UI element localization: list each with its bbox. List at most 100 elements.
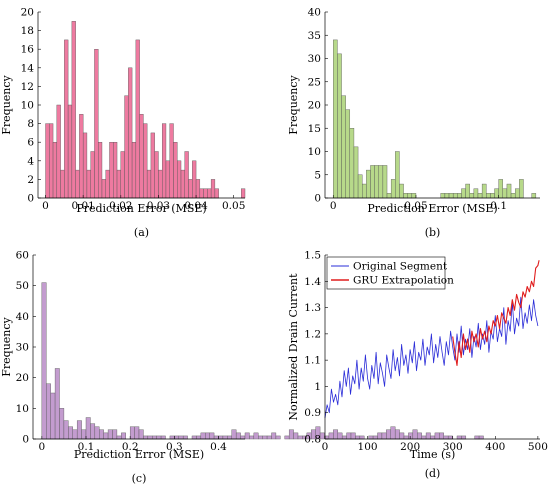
histogram-bar [395, 151, 400, 199]
histogram-bar [90, 151, 95, 199]
x-tick-label: 0.01 [71, 200, 94, 212]
histogram-bar [121, 432, 126, 440]
y-tick-label: 18 [21, 25, 34, 37]
histogram-bar [67, 104, 73, 199]
histogram-bar [444, 193, 450, 199]
histogram-bar [41, 282, 47, 440]
y-tick-label: 6 [27, 137, 34, 149]
histogram-bar [116, 169, 121, 199]
histogram-bar [135, 39, 140, 199]
x-tick-label: 0 [322, 441, 329, 453]
histogram-bar [288, 429, 294, 440]
histogram-bar [129, 426, 135, 440]
histogram-bar [143, 435, 149, 440]
histogram-bar [386, 193, 392, 199]
histogram-bar [447, 435, 453, 440]
x-axis-label: Prediction Error (MSE) [367, 202, 497, 215]
legend: Original Segment GRU Extrapolation [326, 256, 454, 290]
y-tick-label: 10 [308, 146, 321, 158]
histogram-bar [394, 429, 400, 440]
histogram-bar [235, 432, 241, 440]
histogram-bar [227, 435, 232, 440]
subfigure-label: (c) [132, 472, 147, 485]
histogram-bar [378, 165, 384, 199]
histogram-bar [182, 435, 188, 440]
histogram-bar [478, 435, 484, 440]
chart-a: 0 0.01 0.02 0.03 0.04 0.05 0 2 4 6 8 10 12 14 16 18 20 Pr… [0, 7, 245, 240]
histogram-bar [72, 429, 78, 440]
y-tick-label: 0 [314, 193, 321, 205]
histogram-bar [275, 435, 281, 440]
histogram-bar [90, 423, 96, 440]
histogram-bar [244, 432, 250, 440]
histogram-bar [46, 383, 51, 440]
histogram-bar [341, 95, 346, 199]
histogram-bar [469, 193, 475, 199]
histogram-bar [103, 432, 109, 440]
histogram-bar [439, 432, 444, 440]
histogram-bar [54, 368, 60, 440]
x-tick-label: 0.05 [404, 200, 427, 212]
histogram-bar [94, 49, 99, 199]
histogram-bar [109, 141, 114, 199]
histogram-bar [85, 417, 91, 440]
histogram-bar [486, 193, 491, 199]
y-tick-label: 0 [22, 434, 29, 446]
histogram-bar [112, 429, 118, 440]
x-tick-label: 0 [38, 441, 45, 453]
histogram-bar [68, 426, 73, 440]
x-tick-label: 300 [443, 441, 463, 453]
y-tick-label: 20 [21, 7, 34, 19]
histogram-bar [49, 123, 54, 199]
histogram-bar [461, 435, 467, 440]
y-tick-label: 4 [27, 155, 34, 167]
histogram-bar [165, 160, 170, 199]
histogram-bar [366, 169, 371, 199]
y-tick-label: 20 [308, 100, 321, 112]
histogram-bar [99, 429, 104, 440]
legend-label: Original Segment [353, 261, 448, 273]
y-tick-label: 15 [308, 123, 321, 135]
histogram-bar [514, 188, 520, 199]
subfigure-label: (d) [425, 467, 441, 480]
histogram-bar [266, 435, 272, 440]
y-axis-label: Frequency [0, 316, 13, 376]
x-tick-label: 0.1 [78, 441, 95, 453]
histogram-bar [81, 429, 87, 440]
histogram-bar [284, 435, 290, 440]
histogram-bar [52, 141, 58, 199]
histogram-bar [205, 432, 210, 440]
histogram-bar [440, 193, 446, 199]
histogram-bar [377, 432, 383, 440]
histogram-bar [353, 146, 359, 199]
histogram-bar [203, 188, 208, 199]
histogram-bar [477, 193, 483, 199]
histogram-bar [474, 435, 480, 440]
chart-b: 0 0.05 0.1 0 5 10 15 20 25 30 35 40 Prediction Error… [287, 7, 540, 239]
histogram-bar [297, 435, 303, 440]
histogram-bar [139, 114, 144, 199]
histogram-bar [403, 193, 408, 199]
histogram-bar [146, 169, 152, 199]
y-tick-label: 1 [314, 381, 321, 393]
histogram-bar [349, 128, 355, 199]
histogram-bar [147, 435, 153, 440]
histogram-bar [134, 426, 140, 440]
histogram-bar [328, 432, 334, 440]
histogram-bar [417, 432, 422, 440]
histogram-bar [411, 193, 417, 199]
x-tick-label: 0.4 [210, 441, 227, 453]
histogram-bar [56, 104, 61, 199]
histogram-bar [169, 123, 174, 199]
y-axis-label: Frequency [0, 74, 13, 134]
histogram-bar [199, 188, 204, 199]
histogram-bar [161, 123, 167, 199]
histogram-bar [262, 435, 268, 440]
histogram-bar [76, 420, 82, 440]
histogram-bar [390, 179, 396, 199]
histogram-bar [381, 432, 387, 440]
histogram-bar [333, 429, 338, 440]
histogram-bar [158, 169, 163, 199]
y-tick-label: 14 [21, 62, 35, 74]
